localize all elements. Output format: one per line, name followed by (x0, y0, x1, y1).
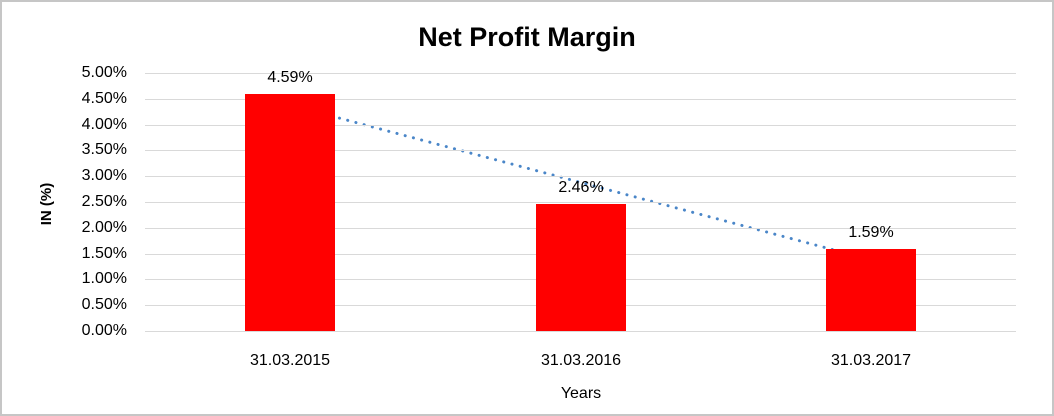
gridline (145, 125, 1016, 126)
bar-31.03.2015 (245, 94, 335, 331)
gridline (145, 150, 1016, 151)
y-tick-label: 3.00% (81, 167, 127, 184)
y-tick-label: 0.50% (81, 296, 127, 313)
gridline (145, 202, 1016, 203)
x-axis-title: Years (560, 385, 602, 402)
x-tick-label: 31.03.2015 (249, 352, 331, 369)
x-tick-label: 31.03.2017 (830, 352, 912, 369)
x-tick-label: 31.03.2016 (540, 352, 622, 369)
y-tick-label: 0.00% (81, 322, 127, 339)
gridline (145, 176, 1016, 177)
y-tick-label: 3.50% (81, 141, 127, 158)
bar-31.03.2017 (826, 249, 916, 331)
y-axis-title: IN (%) (38, 182, 55, 226)
y-tick-label: 4.50% (81, 90, 127, 107)
bar-data-label: 1.59% (848, 224, 894, 241)
gridline (145, 331, 1016, 332)
y-tick-label: 1.50% (81, 245, 127, 262)
chart-title: Net Profit Margin (418, 22, 636, 52)
bar-31.03.2016 (536, 204, 626, 331)
y-tick-label: 2.50% (81, 193, 127, 210)
gridline (145, 99, 1016, 100)
bar-data-label: 2.46% (558, 179, 604, 196)
y-tick-label: 2.00% (81, 219, 127, 236)
y-tick-label: 1.00% (81, 270, 127, 287)
bar-data-label: 4.59% (267, 69, 313, 86)
gridline (145, 73, 1016, 74)
y-tick-label: 5.00% (81, 64, 127, 81)
y-tick-label: 4.00% (81, 116, 127, 133)
